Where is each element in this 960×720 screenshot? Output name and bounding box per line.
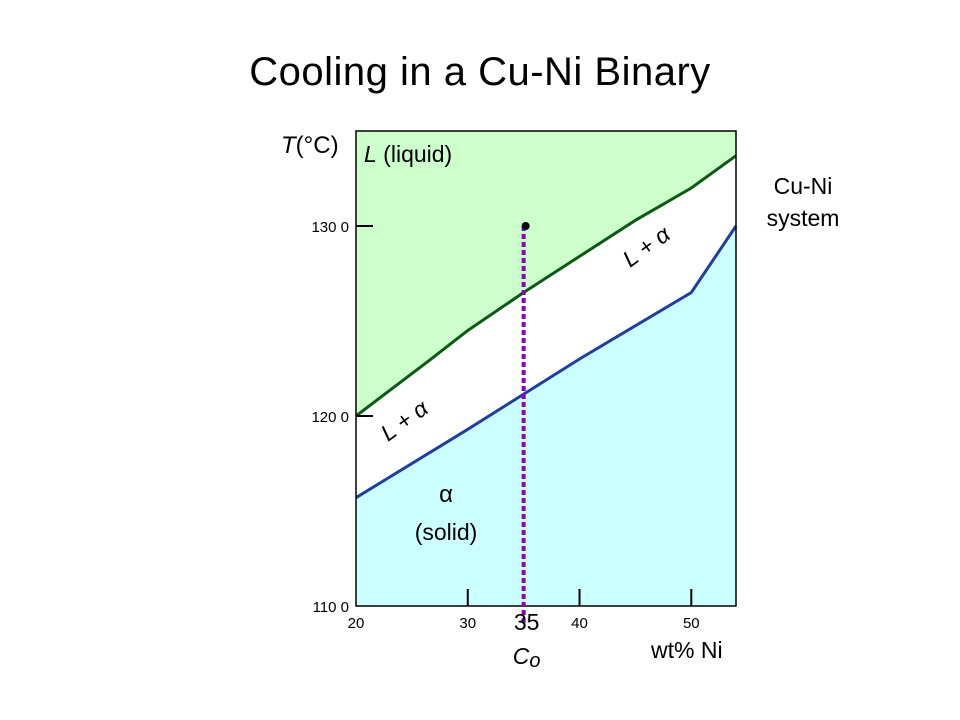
liquid-label-symbol: L	[364, 141, 377, 167]
two-phase-region	[356, 155, 736, 498]
plot-frame	[355, 130, 737, 607]
composition-value-label: 35	[514, 609, 540, 635]
y-axis-label-unit: (°C)	[296, 132, 339, 159]
system-label: Cu-Ni system	[748, 170, 858, 234]
y-axis-label-symbol: T	[281, 132, 298, 159]
liquid-region-label: L (liquid)	[364, 141, 452, 167]
solid-region-label: (solid)	[415, 519, 478, 545]
page-title: Cooling in a Cu-Ni Binary	[249, 50, 711, 94]
liquid-label-text: (liquid)	[377, 141, 452, 167]
composition-symbol-subscript: o	[529, 650, 540, 672]
system-label-line2: system	[766, 205, 840, 231]
liquidus-line	[355, 154, 737, 418]
plot-area: 20 30 40 50 110 0 120 0 130 0 T(°C) wt% Ni L (liq…	[281, 130, 738, 672]
solid-region	[356, 226, 736, 606]
x-tick-label: 30	[459, 615, 476, 632]
composition-symbol-c: C	[513, 643, 530, 669]
composition-symbol-label: Co	[513, 643, 541, 672]
y-tick-label: 130 0	[311, 219, 349, 236]
y-tick-label: 120 0	[311, 409, 349, 426]
start-point	[521, 222, 530, 230]
x-axis-label: wt% Ni	[650, 637, 723, 663]
y-axis-label: T(°C)	[281, 132, 339, 159]
x-tick-label: 50	[683, 615, 700, 632]
x-tick-label: 40	[571, 615, 588, 632]
solid-region-symbol: α	[439, 481, 453, 508]
solidus-line	[355, 225, 738, 499]
x-tick-label: 20	[348, 615, 365, 632]
y-tick-label: 110 0	[313, 599, 349, 616]
system-label-line1: Cu-Ni	[773, 173, 833, 199]
